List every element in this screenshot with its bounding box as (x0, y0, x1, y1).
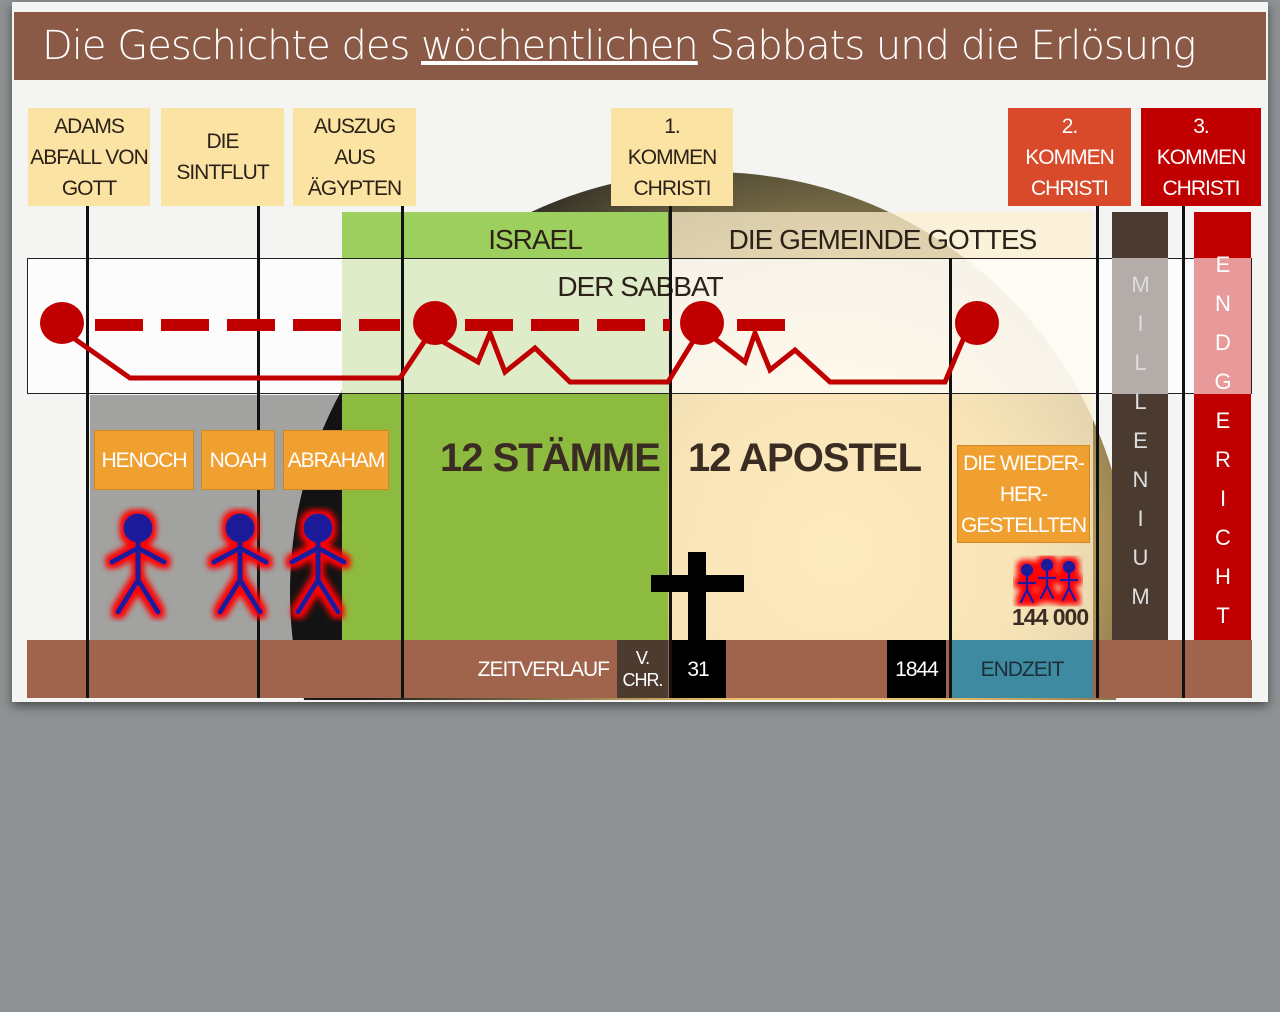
sabbath-node (413, 301, 457, 345)
event-second-coming: 2. KOMMEN CHRISTI (1008, 108, 1131, 206)
restored-people-icon (1017, 558, 1079, 604)
millennium-bar: MILLENIUM (1112, 212, 1168, 698)
divider-third-coming (1182, 206, 1185, 698)
page-title: Die Geschichte des wöchentlichen Sabbats… (14, 12, 1266, 80)
church-label: DIE GEMEINDE GOTTES (728, 223, 1038, 255)
divider-adam (86, 206, 89, 698)
divider-exodus (401, 206, 404, 698)
year-31: 31 (670, 640, 726, 698)
judgment-bar: ENDGERICHT (1194, 212, 1251, 698)
person-icon-henoch (109, 513, 167, 615)
cross-icon (651, 552, 744, 640)
year-1844: 1844 (887, 640, 946, 698)
restored-label: DIE WIEDER-HER-GESTELLTEN (957, 445, 1090, 543)
divider-1844 (949, 258, 952, 698)
sabbath-label: DER SABBAT (557, 270, 723, 302)
henoch-label: HENOCH (94, 430, 194, 490)
sabbath-node (680, 301, 724, 345)
sabbath-line (40, 301, 1079, 640)
noah-label: NOAH (201, 430, 275, 490)
sabbath-path-1 (60, 327, 435, 381)
event-flood: DIE SINTFLUT (161, 108, 284, 206)
event-first-coming: 1. KOMMEN CHRISTI (611, 108, 733, 206)
divider-first-coming (669, 206, 672, 698)
apostles-label: 12 APOSTEL (688, 436, 922, 480)
end-time: ENDZEIT (951, 640, 1093, 698)
event-exodus: AUSZUG AUS ÄGYPTEN (293, 108, 416, 206)
person-icon-abraham (289, 513, 347, 615)
bc-label: V. CHR. (617, 640, 668, 698)
sabbath-path-2 (438, 326, 703, 385)
restored-count: 144 000 (1012, 604, 1089, 630)
sabbath-node (955, 301, 999, 345)
event-third-coming: 3. KOMMEN CHRISTI (1141, 108, 1261, 206)
divider-second-coming (1096, 206, 1099, 698)
israel-label: ISRAEL (488, 223, 583, 255)
tribes-label: 12 STÄMME (440, 436, 661, 480)
person-icon-noah (211, 513, 269, 615)
sabbath-node (40, 302, 84, 344)
sabbath-path-3 (708, 325, 968, 385)
timeline-label: ZEITVERLAUF (477, 657, 610, 681)
abraham-label: ABRAHAM (283, 430, 389, 490)
event-adam: ADAMS ABFALL VON GOTT (28, 108, 150, 206)
